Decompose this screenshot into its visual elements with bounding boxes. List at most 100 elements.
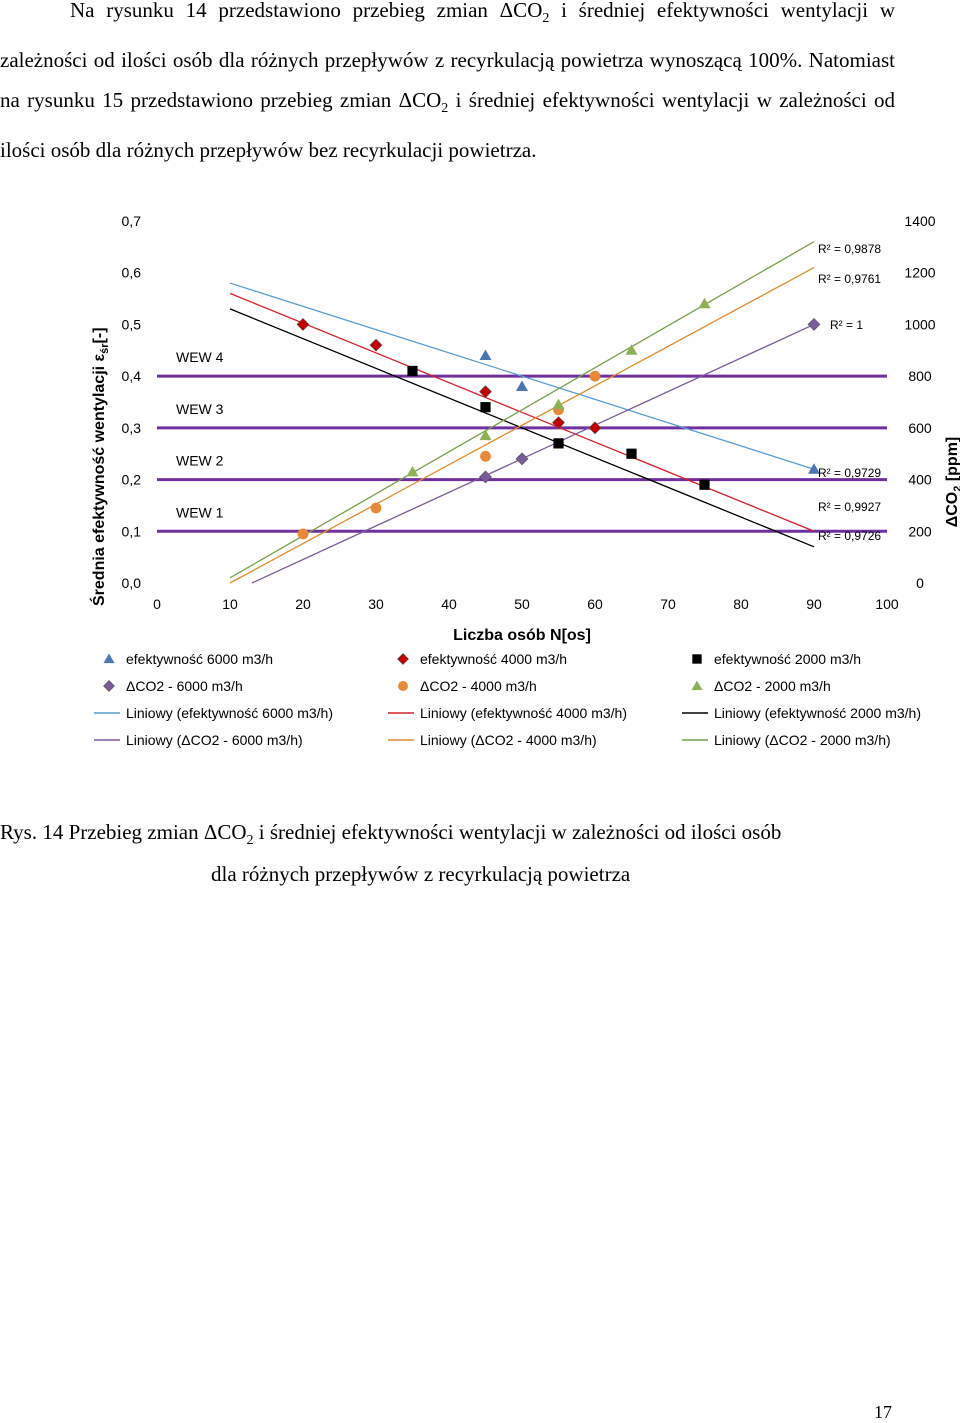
y-right-tick-label: 1000 [904,316,935,332]
data-point [479,470,492,484]
y-left-tick-label: 0,4 [122,368,142,384]
legend-marker [691,680,703,691]
data-point [370,502,382,514]
legend-label: Liniowy (efektywność 4000 m3/h) [420,705,627,721]
y-right-label-suffix: [ppm] [944,437,960,486]
data-point [369,338,383,352]
legend-marker [692,654,702,664]
r-squared-label: R² = 0,9927 [818,500,881,514]
reference-line-label: WEW 1 [176,504,224,520]
x-tick-label: 100 [875,596,899,612]
legend-label: Liniowy (efektywność 2000 m3/h) [714,705,921,721]
y-right-tick-label: 0 [916,575,924,591]
y-left-tick-label: 0,2 [122,472,142,488]
r-squared-label: R² = 0,9729 [818,466,881,480]
data-point [699,479,710,490]
legend-label: efektywność 2000 m3/h [714,651,861,667]
data-point [480,450,491,462]
trendline [229,241,815,579]
intro-text-1: Na rysunku 14 przedstawiono przebieg zmi… [70,0,543,22]
y-left-tick-label: 0,3 [122,420,142,436]
legend-label: ΔCO2 - 4000 m3/h [420,678,537,694]
y-left-label-main: Średnia efektywność wentylacji ε [89,353,108,606]
y-right-axis-label: ΔCO2 [ppm] [944,437,960,528]
intro-sub-2: 2 [441,101,449,117]
x-tick-label: 60 [587,596,603,612]
y-right-tick-label: 800 [908,368,932,384]
data-point [553,438,564,449]
y-right-label-main: ΔCO [944,492,960,528]
data-point [515,452,529,466]
legend-marker [397,653,409,665]
r-squared-label: R² = 0,9761 [818,272,881,286]
reference-line-label: WEW 4 [176,349,224,365]
legend-label: efektywność 4000 m3/h [420,651,567,667]
legend-marker [103,680,115,692]
data-point [625,344,638,355]
data-point [479,429,492,441]
figure-caption-line-2: dla różnych przepływów z recyrkulacją po… [211,862,631,886]
x-tick-label: 40 [441,596,457,612]
x-axis-label: Liczba osób N[os] [453,627,591,644]
data-point [480,402,491,413]
x-tick-label: 30 [368,596,384,612]
data-point [588,421,602,435]
intro-paragraph: Na rysunku 14 przedstawiono przebieg zmi… [0,0,895,170]
y-left-tick-label: 0,6 [122,265,142,281]
data-point [552,416,565,430]
data-point [297,528,309,540]
legend-label: Liniowy (efektywność 6000 m3/h) [126,705,333,721]
data-point [296,318,310,331]
reference-line-label: WEW 2 [176,453,224,469]
trendline [229,266,815,584]
y-left-axis-label: Średnia efektywność wentylacji εśr[-] [89,327,111,606]
legend-label: ΔCO2 - 2000 m3/h [714,678,831,694]
y-right-tick-label: 1400 [904,213,935,229]
r-squared-label: R² = 1 [830,318,863,332]
y-right-label-sub: 2 [952,486,960,492]
x-tick-label: 90 [806,596,822,612]
data-point [626,448,637,459]
data-point [479,385,492,399]
page-number: 17 [874,1402,892,1422]
caption-text-2: i średniej efektywności wentylacji w zal… [253,820,782,844]
trendline [229,308,815,548]
data-point [516,380,528,391]
trendline [251,323,815,584]
y-right-tick-label: 200 [908,523,932,539]
data-point [589,370,601,382]
data-point [407,365,418,377]
intro-sub-1: 2 [542,11,550,27]
y-right-tick-label: 600 [908,420,932,436]
intro-text-2: i średniej efektywności wentylacji w zal… [0,0,895,113]
x-tick-label: 80 [733,596,749,612]
y-left-label-suffix: [-] [91,327,108,343]
x-tick-label: 70 [660,596,676,612]
legend-label: efektywność 6000 m3/h [126,651,273,667]
r-squared-label: R² = 0,9878 [818,242,881,256]
data-point [406,465,419,477]
data-point [479,349,492,360]
y-left-tick-label: 0,7 [122,213,142,229]
caption-sub: 2 [246,833,254,849]
x-tick-label: 50 [514,596,530,612]
data-point [552,398,565,410]
y-left-tick-label: 0,0 [122,575,142,591]
data-point [808,463,820,474]
y-left-label-sub: śr [99,343,111,354]
data-point [807,318,821,331]
legend-label: ΔCO2 - 6000 m3/h [126,678,243,694]
legend-marker [103,653,115,664]
legend-label: Liniowy (ΔCO2 - 2000 m3/h) [714,732,891,748]
legend-marker [398,681,408,691]
y-left-tick-label: 0,5 [122,316,142,332]
y-left-tick-label: 0,1 [122,523,142,539]
y-right-tick-label: 400 [908,472,932,488]
intro-text-3: i średniej efektywności wentylacji w zal… [0,88,895,162]
y-right-tick-label: 1200 [904,265,935,281]
data-point [698,297,711,309]
caption-text-1: Rys. 14 Przebieg zmian ΔCO [0,820,247,844]
x-tick-label: 0 [153,596,161,612]
figure-caption-line-1: Rys. 14 Przebieg zmian ΔCO2 i średniej e… [0,820,781,849]
